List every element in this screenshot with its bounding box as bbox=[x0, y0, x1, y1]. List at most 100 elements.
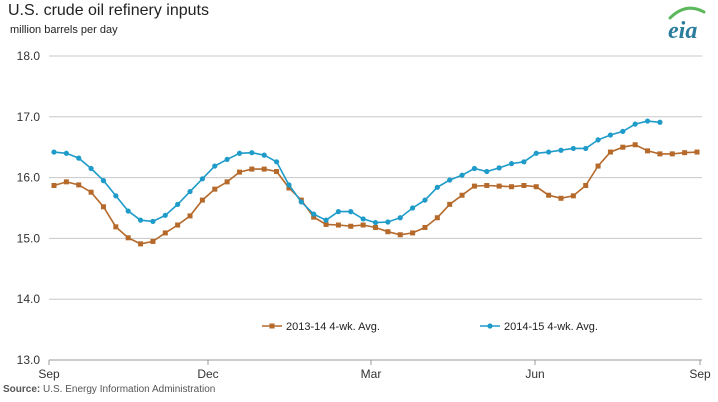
y-tick-label: 14.0 bbox=[17, 292, 41, 306]
data-point bbox=[471, 165, 478, 172]
data-point bbox=[397, 215, 403, 221]
data-point bbox=[546, 149, 552, 155]
source-label: Source: bbox=[3, 384, 41, 395]
y-tick-label: 17.0 bbox=[17, 110, 41, 124]
y-axis-unit: million barrels per day bbox=[10, 24, 118, 36]
x-tick-label: Dec bbox=[197, 367, 218, 381]
data-point bbox=[459, 192, 465, 198]
data-point bbox=[286, 185, 292, 191]
data-point bbox=[100, 204, 106, 210]
data-point bbox=[125, 235, 131, 241]
data-point bbox=[385, 229, 391, 235]
data-point bbox=[434, 184, 440, 190]
data-point bbox=[521, 183, 527, 189]
data-point bbox=[484, 168, 490, 175]
source-text: U.S. Energy Information Administration bbox=[43, 384, 216, 395]
data-point bbox=[311, 214, 317, 220]
data-point bbox=[323, 217, 329, 223]
data-point bbox=[311, 211, 317, 217]
data-point bbox=[645, 148, 651, 154]
data-point bbox=[422, 197, 428, 203]
data-point bbox=[249, 150, 255, 156]
legend-label: 2013-14 4-wk. Avg. bbox=[286, 321, 380, 333]
logo-text: eia bbox=[668, 18, 697, 44]
data-point bbox=[273, 159, 280, 165]
data-point bbox=[236, 150, 243, 156]
data-point bbox=[385, 219, 391, 225]
data-point bbox=[199, 197, 205, 203]
data-point bbox=[459, 172, 465, 178]
data-point bbox=[657, 151, 663, 157]
data-point bbox=[175, 201, 181, 207]
data-point bbox=[335, 209, 342, 215]
data-point bbox=[434, 215, 440, 221]
data-point bbox=[509, 184, 515, 190]
data-point bbox=[496, 183, 502, 189]
data-point bbox=[212, 163, 218, 169]
y-tick-label: 13.0 bbox=[17, 353, 41, 367]
data-point bbox=[583, 145, 589, 152]
data-point bbox=[447, 177, 453, 183]
data-point bbox=[138, 241, 144, 247]
data-point bbox=[88, 165, 94, 172]
data-point bbox=[323, 221, 329, 227]
x-tick-label: Sep bbox=[689, 367, 711, 381]
data-point bbox=[570, 193, 576, 199]
data-point bbox=[162, 212, 168, 218]
data-point bbox=[372, 219, 379, 226]
data-point bbox=[508, 161, 515, 167]
data-point bbox=[51, 183, 57, 189]
data-point bbox=[632, 142, 638, 148]
data-point bbox=[76, 182, 82, 188]
data-point bbox=[558, 195, 564, 201]
data-point bbox=[162, 230, 168, 236]
data-point bbox=[224, 179, 230, 185]
data-point bbox=[348, 223, 354, 229]
data-point bbox=[274, 169, 280, 175]
data-point bbox=[533, 184, 539, 190]
data-point bbox=[373, 224, 378, 230]
data-point bbox=[422, 224, 428, 230]
legend-marker bbox=[487, 323, 493, 329]
data-point bbox=[137, 217, 144, 223]
data-point bbox=[100, 178, 107, 184]
data-point bbox=[583, 183, 589, 189]
data-point bbox=[682, 150, 688, 156]
data-point bbox=[63, 150, 69, 156]
data-point bbox=[360, 216, 366, 222]
data-point bbox=[187, 188, 193, 195]
data-point bbox=[632, 121, 638, 127]
data-point bbox=[348, 209, 354, 215]
data-point bbox=[595, 137, 601, 143]
data-point bbox=[644, 118, 651, 124]
data-point bbox=[620, 144, 626, 150]
data-point bbox=[620, 128, 626, 134]
data-point bbox=[113, 193, 119, 199]
data-point bbox=[298, 199, 304, 205]
data-point bbox=[570, 145, 576, 152]
data-point bbox=[533, 150, 539, 156]
data-point bbox=[187, 213, 193, 219]
data-point bbox=[224, 156, 230, 162]
data-point bbox=[261, 166, 267, 172]
data-point bbox=[521, 159, 527, 165]
data-point bbox=[595, 163, 601, 169]
data-point bbox=[212, 186, 218, 192]
data-point bbox=[335, 222, 341, 228]
data-point bbox=[360, 222, 366, 228]
data-point bbox=[249, 166, 255, 172]
data-point bbox=[657, 119, 663, 125]
y-tick-label: 18.0 bbox=[17, 49, 41, 63]
legend-marker bbox=[269, 323, 275, 329]
chart-title: U.S. crude oil refinery inputs bbox=[8, 2, 209, 19]
data-point bbox=[63, 179, 69, 185]
data-point bbox=[496, 165, 502, 171]
data-point bbox=[694, 149, 700, 155]
data-point bbox=[125, 208, 131, 214]
data-point bbox=[88, 189, 94, 195]
data-point bbox=[558, 147, 564, 153]
series-line bbox=[53, 120, 660, 224]
logo-arc-icon bbox=[668, 6, 706, 20]
y-tick-label: 16.0 bbox=[17, 171, 41, 185]
